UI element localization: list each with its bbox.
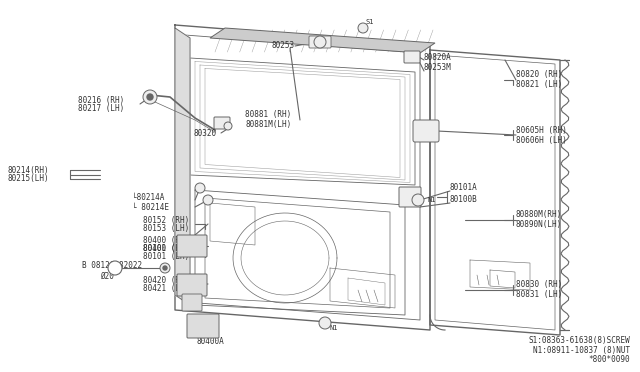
Text: B: B <box>113 265 117 271</box>
Circle shape <box>314 36 326 48</box>
FancyBboxPatch shape <box>399 187 421 207</box>
Text: *800*0090: *800*0090 <box>588 356 630 365</box>
Circle shape <box>143 90 157 104</box>
FancyBboxPatch shape <box>177 235 207 257</box>
Text: 80100B: 80100B <box>450 196 477 205</box>
Circle shape <box>108 261 122 275</box>
Circle shape <box>163 266 167 270</box>
Text: 80101 (LH): 80101 (LH) <box>143 253 189 262</box>
FancyBboxPatch shape <box>177 274 207 296</box>
Text: 80100 (RH): 80100 (RH) <box>143 244 189 253</box>
Circle shape <box>224 122 232 130</box>
Text: 80101A: 80101A <box>450 183 477 192</box>
Text: 80253: 80253 <box>271 42 294 51</box>
Text: Ø20: Ø20 <box>100 272 114 280</box>
Text: S1:08363-61638(8)SCREW: S1:08363-61638(8)SCREW <box>528 336 630 344</box>
Polygon shape <box>175 28 190 305</box>
Text: 80153 (LH): 80153 (LH) <box>143 224 189 234</box>
FancyBboxPatch shape <box>413 120 439 142</box>
Text: 80881 (RH): 80881 (RH) <box>245 110 291 119</box>
Circle shape <box>412 194 424 206</box>
Text: 80890N(LH): 80890N(LH) <box>516 221 563 230</box>
Text: 80820 (RH): 80820 (RH) <box>516 71 563 80</box>
FancyBboxPatch shape <box>182 294 202 311</box>
Text: 80152 (RH): 80152 (RH) <box>143 215 189 224</box>
Text: 80400 (RH): 80400 (RH) <box>143 235 189 244</box>
Text: S1: S1 <box>365 19 374 25</box>
Text: 80606H (LH): 80606H (LH) <box>516 135 567 144</box>
Text: 80400A: 80400A <box>196 337 224 346</box>
Circle shape <box>203 195 213 205</box>
FancyBboxPatch shape <box>309 36 331 48</box>
FancyBboxPatch shape <box>214 117 230 129</box>
Text: N1:08911-10837 (8)NUT: N1:08911-10837 (8)NUT <box>533 346 630 355</box>
Text: 80881M(LH): 80881M(LH) <box>245 121 291 129</box>
Text: B 08126-82022: B 08126-82022 <box>82 260 142 269</box>
Text: └80214A: └80214A <box>132 192 164 202</box>
Text: 80831 (LH): 80831 (LH) <box>516 291 563 299</box>
Text: 80215(LH): 80215(LH) <box>8 174 50 183</box>
Text: 80605H (RH): 80605H (RH) <box>516 125 567 135</box>
FancyBboxPatch shape <box>187 314 219 338</box>
Text: 80421 (LH): 80421 (LH) <box>143 285 189 294</box>
Text: 80217 (LH): 80217 (LH) <box>78 105 124 113</box>
Text: 80401 (LH): 80401 (LH) <box>143 244 189 253</box>
Text: 80216 (RH): 80216 (RH) <box>78 96 124 105</box>
Text: 80253M: 80253M <box>424 64 452 73</box>
Text: 80820A: 80820A <box>424 52 452 61</box>
Text: 80821 (LH): 80821 (LH) <box>516 80 563 90</box>
Circle shape <box>147 94 153 100</box>
Text: 80214(RH): 80214(RH) <box>8 166 50 174</box>
Circle shape <box>195 183 205 193</box>
Text: └ 80214E: └ 80214E <box>132 202 169 212</box>
Text: 80320: 80320 <box>194 128 217 138</box>
Text: 80880M(RH): 80880M(RH) <box>516 211 563 219</box>
FancyBboxPatch shape <box>404 51 420 63</box>
Polygon shape <box>210 28 435 53</box>
Circle shape <box>319 317 331 329</box>
Text: 80420 (RH): 80420 (RH) <box>143 276 189 285</box>
Circle shape <box>358 23 368 33</box>
Text: N1: N1 <box>428 197 436 203</box>
Circle shape <box>160 263 170 273</box>
Text: N1: N1 <box>330 325 339 331</box>
Text: 80830 (RH): 80830 (RH) <box>516 280 563 289</box>
